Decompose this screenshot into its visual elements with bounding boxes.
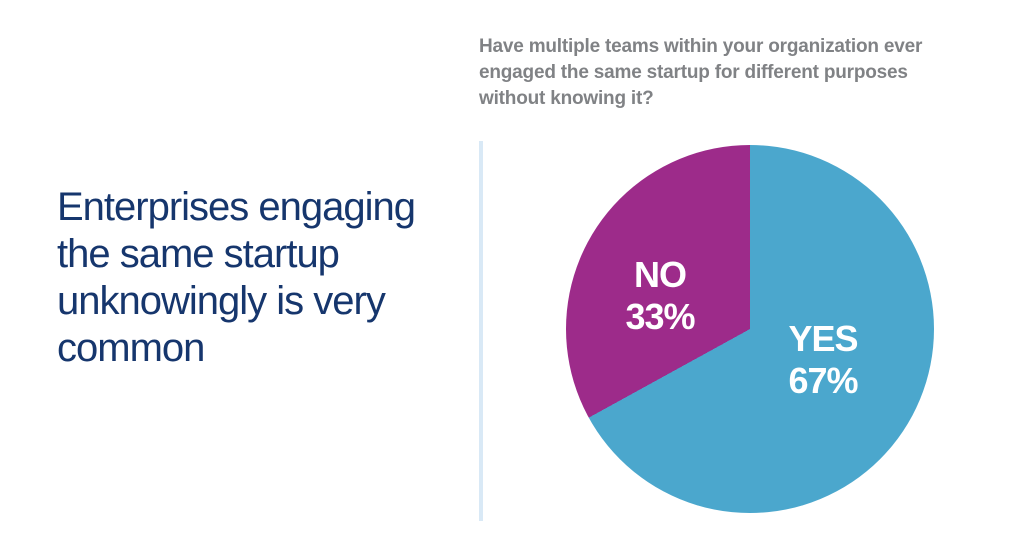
pie-label-yes: YES 67% xyxy=(788,318,858,402)
headline-text: Enterprises engaging the same startup un… xyxy=(57,185,416,370)
pie-chart: NO 33% YES 67% xyxy=(566,145,934,513)
pie-label-no: NO 33% xyxy=(625,254,695,338)
vertical-divider xyxy=(479,141,483,521)
pie-label-no-text: NO xyxy=(634,254,687,295)
pie-label-yes-percent: 67% xyxy=(788,360,858,401)
chart-question-title: Have multiple teams within your organiza… xyxy=(479,36,923,109)
pie-label-no-percent: 33% xyxy=(625,296,695,337)
pie-label-yes-text: YES xyxy=(788,318,858,359)
